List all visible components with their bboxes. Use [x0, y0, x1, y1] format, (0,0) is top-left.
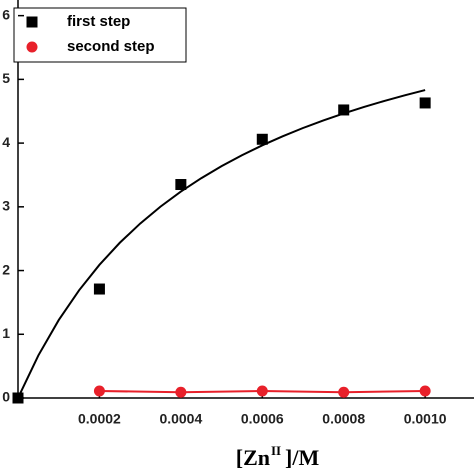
data-point — [419, 97, 431, 109]
y-tick-label: 6 — [2, 6, 10, 22]
data-point — [93, 283, 105, 295]
data-point — [93, 385, 105, 397]
data-point — [256, 133, 268, 145]
data-point — [175, 179, 187, 191]
data-point — [338, 104, 350, 116]
legend-box — [13, 7, 187, 63]
legend-label: first step — [67, 13, 130, 30]
data-point — [338, 386, 350, 398]
legend-label: second step — [67, 38, 155, 55]
x-tick-label: 0.0010 — [404, 411, 447, 427]
y-tick-label: 2 — [2, 261, 10, 277]
data-point — [419, 385, 431, 397]
x-axis-label-tail: ]/M — [285, 445, 319, 470]
fit-curve — [17, 89, 426, 399]
x-tick-label: 0.0008 — [322, 411, 365, 427]
legend-marker — [26, 16, 38, 28]
x-axis-label: [Zn — [236, 445, 270, 470]
data-point — [175, 386, 187, 398]
data-point — [256, 385, 268, 397]
y-tick-label: 3 — [2, 198, 10, 214]
y-tick-label: 0 — [2, 389, 10, 405]
x-tick-label: 0.0002 — [78, 411, 121, 427]
data-point — [12, 392, 24, 404]
x-tick-label: 0.0004 — [159, 411, 202, 427]
legend-marker — [26, 41, 38, 53]
y-tick-label: 5 — [2, 70, 10, 86]
x-tick-label: 0.0006 — [241, 411, 284, 427]
y-tick-label: 1 — [2, 325, 10, 341]
x-axis-label-sup: II — [271, 443, 281, 458]
y-tick-label: 4 — [2, 134, 10, 150]
